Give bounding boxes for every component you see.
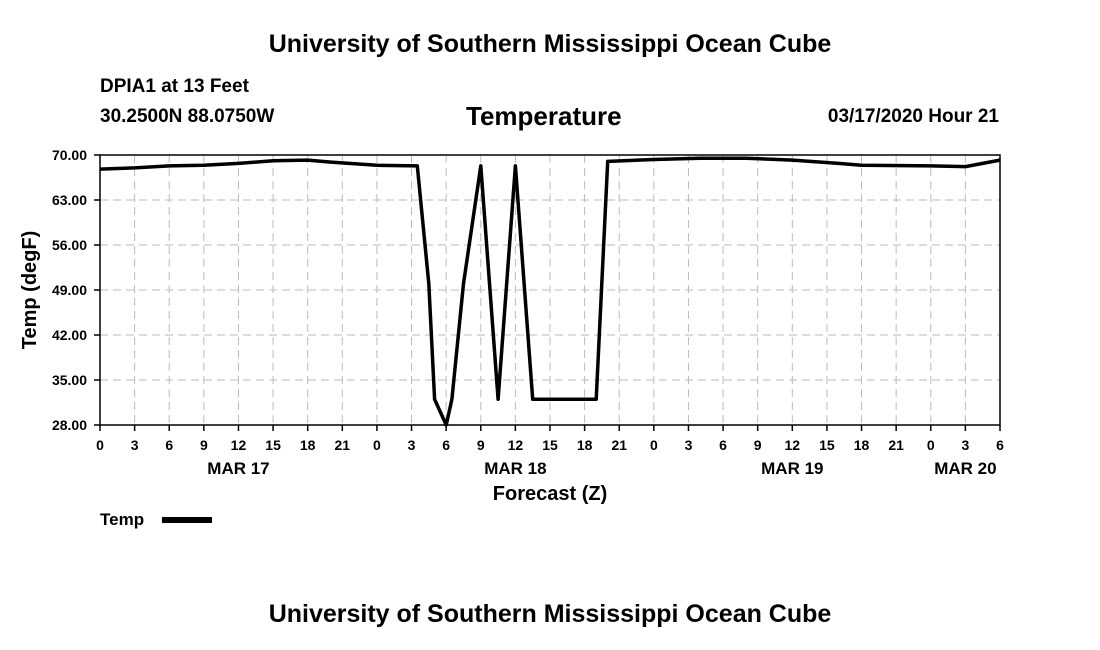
- x-tick-label: 3: [961, 437, 969, 453]
- x-tick-label: 9: [754, 437, 762, 453]
- forecast-datetime: 03/17/2020 Hour 21: [827, 106, 999, 127]
- date-label: MAR 18: [484, 459, 546, 478]
- y-tick-label: 49.00: [52, 282, 87, 298]
- x-tick-label: 6: [996, 437, 1004, 453]
- x-tick-label: 0: [927, 437, 935, 453]
- x-tick-label: 18: [300, 437, 316, 453]
- y-tick-label: 56.00: [52, 237, 87, 253]
- x-tick-label: 21: [611, 437, 627, 453]
- y-tick-label: 28.00: [52, 417, 87, 433]
- x-tick-label: 21: [335, 437, 351, 453]
- x-tick-label: 6: [719, 437, 727, 453]
- station-coordinates: 30.2500N 88.0750W: [100, 106, 275, 127]
- x-tick-label: 9: [477, 437, 485, 453]
- temp-series-line: [99, 156, 1001, 427]
- legend-swatch: [162, 517, 212, 523]
- x-tick-label: 6: [165, 437, 173, 453]
- x-tick-label: 21: [888, 437, 904, 453]
- station-label: DPIA1 at 13 Feet: [100, 76, 249, 97]
- y-tick-label: 35.00: [52, 372, 87, 388]
- x-tick-label: 18: [854, 437, 870, 453]
- x-tick-label: 18: [577, 437, 593, 453]
- x-tick-label: 0: [96, 437, 104, 453]
- x-tick-label: 9: [200, 437, 208, 453]
- x-tick-label: 12: [508, 437, 524, 453]
- x-tick-label: 12: [231, 437, 247, 453]
- x-tick-label: 15: [542, 437, 558, 453]
- x-tick-label: 0: [373, 437, 381, 453]
- y-tick-label: 63.00: [52, 192, 87, 208]
- chart-title: Temperature: [466, 101, 622, 131]
- grid-layer: [99, 154, 1001, 426]
- x-tick-label: 3: [685, 437, 693, 453]
- x-axis-label: Forecast (Z): [493, 483, 607, 505]
- y-axis-label: Temp (degF): [19, 231, 41, 350]
- tick-layer: 70.00 63.00 56.00 49.00 42.00 35.00 28.00 0 3 6 9 1…: [52, 147, 1004, 478]
- date-label: MAR 17: [207, 459, 269, 478]
- date-label: MAR 19: [761, 459, 823, 478]
- footer-title: University of Southern Mississippi Ocean…: [268, 600, 832, 628]
- page-title: University of Southern Mississippi Ocean…: [268, 30, 832, 58]
- x-tick-label: 12: [785, 437, 801, 453]
- x-tick-label: 3: [131, 437, 139, 453]
- legend-label: Temp: [100, 510, 144, 529]
- y-tick-label: 70.00: [52, 147, 87, 163]
- y-tick-label: 42.00: [52, 327, 87, 343]
- date-label: MAR 20: [934, 459, 996, 478]
- x-tick-label: 15: [819, 437, 835, 453]
- x-tick-label: 0: [650, 437, 658, 453]
- x-tick-label: 15: [265, 437, 281, 453]
- x-tick-label: 3: [408, 437, 416, 453]
- x-tick-label: 6: [442, 437, 450, 453]
